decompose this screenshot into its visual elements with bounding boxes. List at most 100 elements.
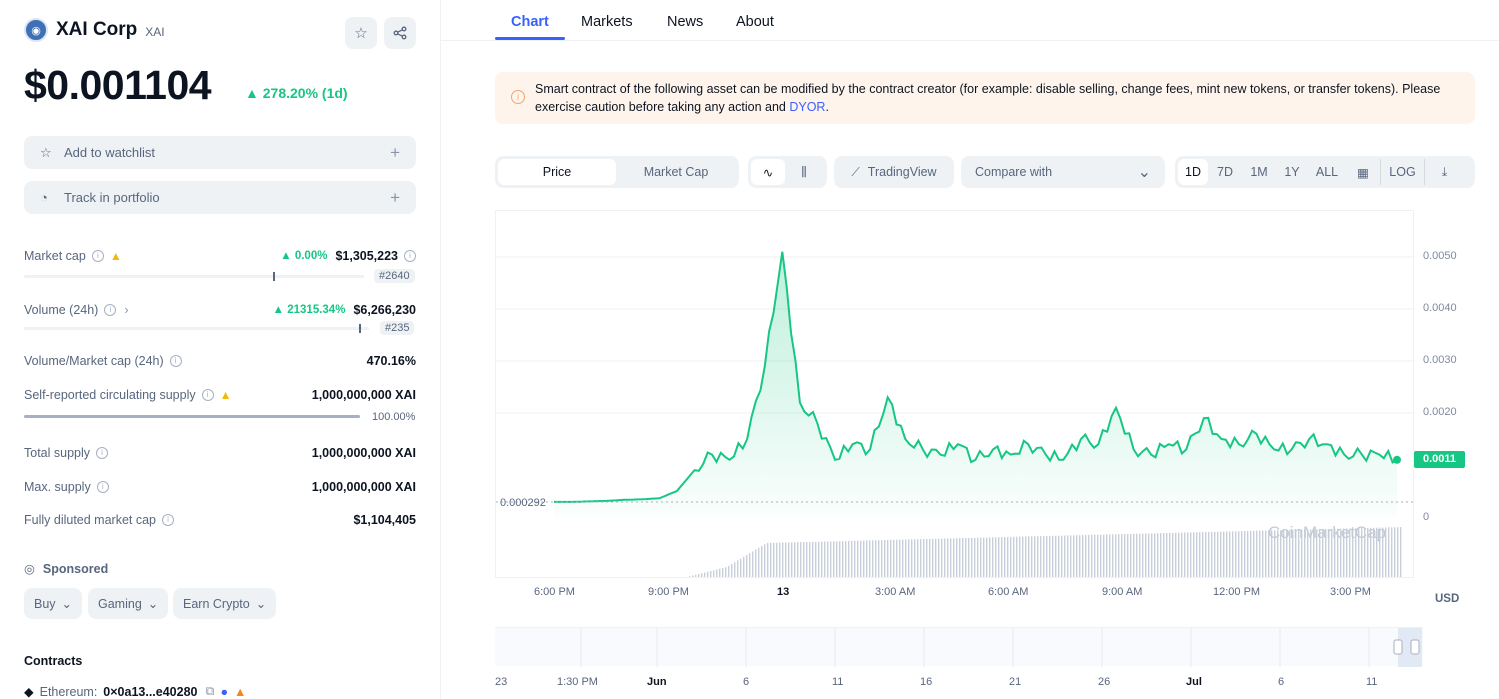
range-7d-button[interactable]: 7D: [1217, 165, 1233, 179]
info-icon[interactable]: i: [104, 304, 117, 316]
stat-volume: Volume (24h) i › ▲ 21315.34% $6,266,230: [24, 301, 416, 319]
add-to-watchlist-button[interactable]: ☆ Add to watchlist +: [24, 136, 416, 169]
volume-bar: [716, 569, 718, 577]
dyor-link[interactable]: DYOR: [789, 100, 826, 114]
info-icon[interactable]: i: [96, 481, 109, 493]
tab-chart[interactable]: Chart: [511, 14, 549, 30]
volume-bar: [1373, 527, 1375, 577]
volume-bar: [1094, 534, 1096, 577]
chevron-down-icon: ⌄: [147, 597, 159, 611]
warning-icon[interactable]: ▲: [109, 249, 122, 263]
navigator-handle-left[interactable]: [1393, 639, 1403, 655]
metamask-icon[interactable]: ▲: [234, 684, 247, 699]
stat-market-cap: Market cap i ▲ ▲ 0.00% $1,305,223 i: [24, 247, 416, 265]
volume-bar: [1385, 527, 1387, 577]
stat-value: $1,104,405: [353, 513, 416, 527]
contract-address[interactable]: 0×0a13...e40280: [103, 684, 198, 699]
stat-value: 1,000,000,000 XAI: [311, 388, 416, 402]
candlestick-button[interactable]: ⫼: [785, 159, 823, 185]
volume-bar: [1118, 534, 1120, 577]
stat-label: Market cap: [24, 249, 86, 263]
volume-bar: [992, 537, 994, 577]
tab-about[interactable]: About: [736, 14, 774, 30]
tab-markets[interactable]: Markets: [581, 14, 633, 30]
chart-navigator[interactable]: [495, 627, 1423, 667]
coin-header: ◉ XAI Corp XAI: [24, 18, 165, 42]
volume-bar: [758, 547, 760, 577]
star-button[interactable]: ☆: [345, 17, 377, 49]
compare-with-dropdown[interactable]: Compare with ⌄: [961, 156, 1165, 188]
warning-icon[interactable]: ▲: [219, 388, 232, 402]
volume-bar: [1253, 530, 1255, 577]
watchlist-label: Add to watchlist: [64, 145, 156, 160]
volume-bar: [1235, 531, 1237, 577]
volume-bar: [1031, 536, 1033, 577]
x-tick: 3:00 AM: [875, 586, 916, 598]
volume-bar: [1016, 536, 1018, 577]
volume-bar: [1304, 529, 1306, 577]
ethereum-icon: ◆: [24, 685, 34, 699]
volume-bar: [821, 541, 823, 577]
stat-value: 1,000,000,000 XAI: [311, 446, 416, 460]
info-icon[interactable]: i: [404, 250, 416, 262]
volume-bar: [1151, 533, 1153, 577]
range-all-button[interactable]: ALL: [1315, 165, 1339, 179]
market-cap-toggle-button[interactable]: Market Cap: [643, 165, 709, 179]
volume-bar: [1157, 533, 1159, 577]
share-icon: [393, 26, 407, 40]
range-1d-button[interactable]: 1D: [1178, 159, 1208, 185]
info-icon[interactable]: i: [91, 250, 104, 262]
download-button[interactable]: ⤓: [1424, 159, 1464, 185]
volume-bar: [1184, 532, 1186, 577]
volume-bar: [1343, 528, 1345, 577]
sponsored-label: Sponsored: [42, 561, 109, 576]
stat-label: Total supply: [24, 446, 91, 460]
range-1y-button[interactable]: 1Y: [1284, 165, 1300, 179]
volume-bar: [1298, 529, 1300, 577]
line-chart-button[interactable]: ∿: [751, 159, 785, 185]
volume-bar: [767, 542, 769, 577]
tradingview-button[interactable]: ⟋ TradingView: [834, 156, 954, 188]
range-1m-button[interactable]: 1M: [1250, 165, 1268, 179]
volume-bar: [1178, 532, 1180, 577]
market-cap-rank-bar: [24, 272, 364, 281]
volume-bar: [1013, 536, 1015, 577]
volume-bar: [1361, 528, 1363, 577]
info-icon[interactable]: i: [96, 447, 109, 459]
tab-news[interactable]: News: [667, 14, 704, 30]
tag-buy[interactable]: Buy ⌄: [24, 588, 83, 619]
volume-bar: [707, 571, 709, 577]
volume-bar: [1400, 527, 1402, 577]
chevron-right-icon[interactable]: ›: [124, 303, 129, 317]
volume-bars: [689, 527, 1402, 577]
navigator-handle-right[interactable]: [1410, 639, 1420, 655]
tag-gaming[interactable]: Gaming ⌄: [88, 588, 169, 619]
calendar-button[interactable]: ▦: [1346, 159, 1380, 185]
y-tick: 0.0030: [1423, 354, 1457, 366]
log-scale-button[interactable]: LOG: [1380, 159, 1424, 185]
stat-value: $1,305,223: [335, 249, 398, 263]
volume-bar: [725, 567, 727, 577]
copy-icon[interactable]: ⧉: [205, 684, 215, 698]
chevron-down-icon: ⌄: [1137, 164, 1151, 181]
volume-bar: [1106, 534, 1108, 577]
price-chart[interactable]: CoinMarketCap: [495, 210, 1415, 578]
volume-bar: [860, 540, 862, 577]
compare-label: Compare with: [975, 165, 1053, 179]
volume-bar: [935, 538, 937, 577]
nav-tick: 6: [743, 676, 750, 688]
volume-bar: [797, 542, 799, 577]
tag-earn-crypto[interactable]: Earn Crypto ⌄: [173, 588, 277, 619]
volume-bar: [1262, 530, 1264, 577]
info-icon[interactable]: i: [169, 355, 182, 367]
share-button[interactable]: [384, 17, 416, 49]
volume-bar: [938, 538, 940, 577]
info-icon[interactable]: i: [201, 389, 214, 401]
volume-bar: [1181, 532, 1183, 577]
volume-bar: [932, 538, 934, 577]
track-in-portfolio-button[interactable]: ◔ Track in portfolio +: [24, 181, 416, 214]
volume-bar: [1097, 534, 1099, 577]
explorer-icon[interactable]: ●: [220, 684, 228, 699]
price-toggle-button[interactable]: Price: [498, 159, 616, 185]
info-icon[interactable]: i: [162, 514, 175, 526]
